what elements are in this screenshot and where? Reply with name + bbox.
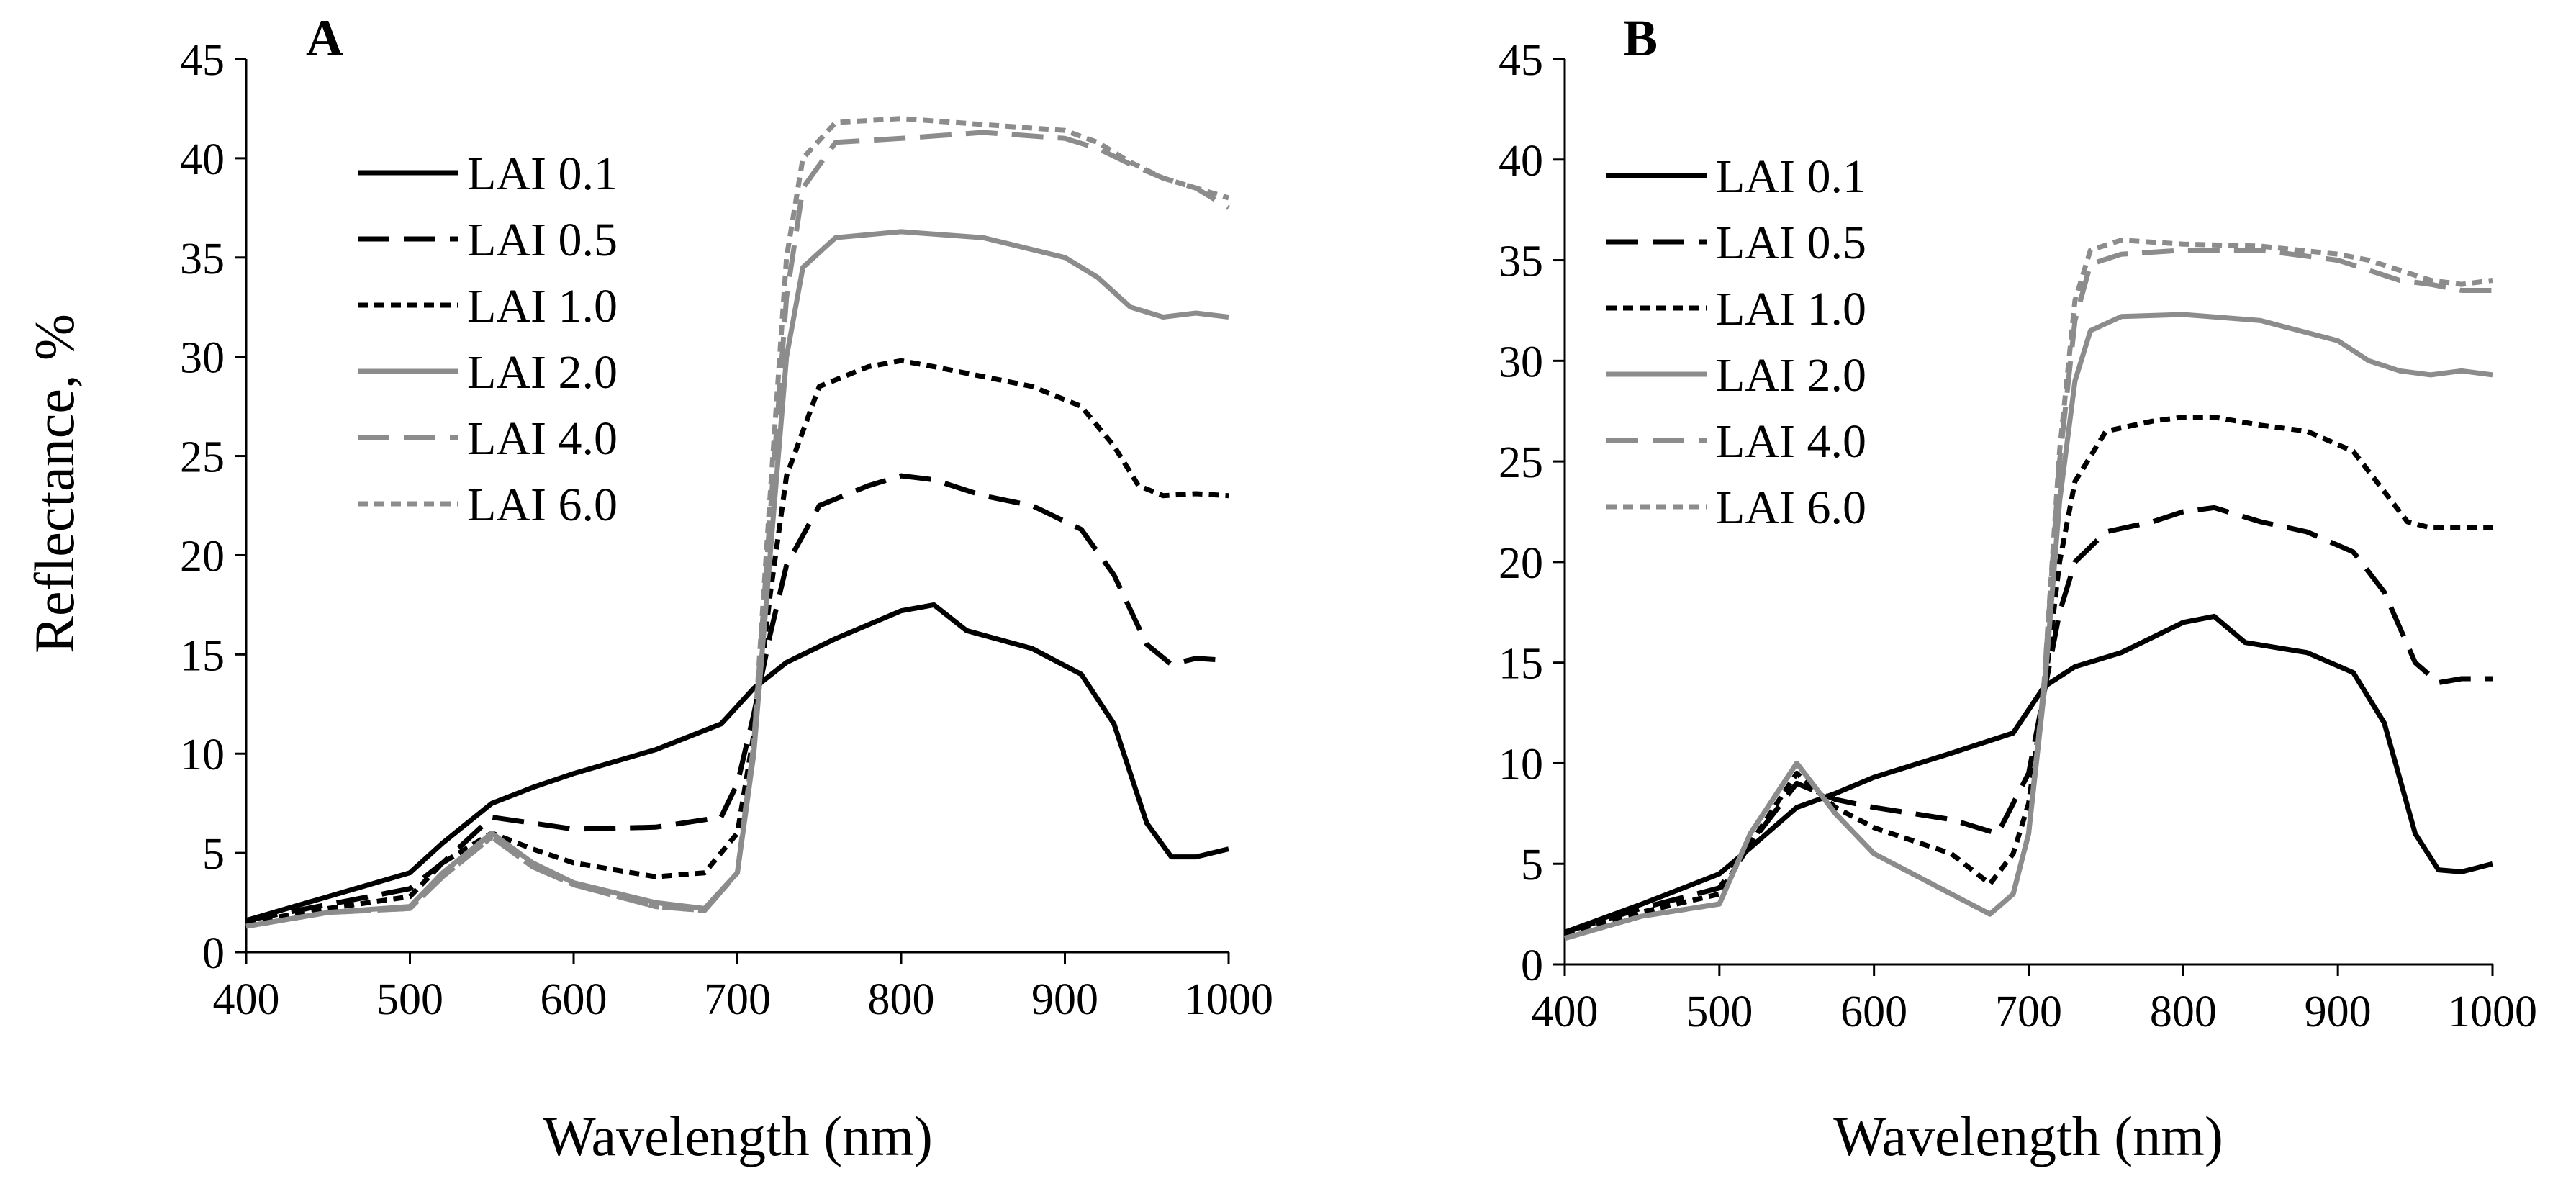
y-tick-label: 0 <box>1521 941 1543 990</box>
x-tick-label: 800 <box>868 975 935 1024</box>
x-tick-label: 700 <box>704 975 771 1024</box>
panel-a-label: A <box>306 9 343 67</box>
y-tick-label: 30 <box>1499 338 1543 386</box>
panel-a-ticks: 0 5 10 15 20 25 30 35 40 45 400 500 600 700 800 900 1000 <box>180 36 1273 1024</box>
panel-a-x-axis-title: Wavelength (nm) <box>543 1105 933 1167</box>
x-tick-label: 500 <box>1686 987 1753 1036</box>
x-tick-label: 800 <box>2150 987 2217 1036</box>
panel-b-series <box>1563 238 2493 941</box>
x-tick-label: 400 <box>1532 987 1599 1036</box>
series-line-lai-0-1 <box>245 602 1229 923</box>
panel-b-legend: LAI 0.1 LAI 0.5 LAI 1.0 LAI 2.0 LAI 4.0 LAI 6… <box>1606 150 1866 534</box>
y-tick-label: 45 <box>1499 36 1543 85</box>
x-tick-label: 400 <box>213 975 280 1024</box>
x-tick-label: 900 <box>2305 987 2372 1036</box>
y-tick-label: 15 <box>180 631 225 680</box>
panel-b: B 0 5 10 15 20 25 30 35 40 45 400 500 600 700 800 900 10… <box>1499 9 2537 1167</box>
panel-a-y-axis-title: Reflectance, % <box>23 314 86 653</box>
y-tick-label: 40 <box>1499 137 1543 186</box>
x-tick-label: 900 <box>1031 975 1098 1024</box>
legend-label: LAI 0.5 <box>467 214 618 266</box>
panel-a-series <box>245 116 1230 929</box>
panel-a-legend: LAI 0.1 LAI 0.5 LAI 1.0 LAI 2.0 LAI 4.0 LAI 6… <box>358 148 618 531</box>
y-tick-label: 5 <box>202 830 225 879</box>
y-tick-label: 20 <box>1499 539 1543 588</box>
legend-label: LAI 2.0 <box>467 346 618 399</box>
legend-label: LAI 0.5 <box>1716 217 1866 269</box>
x-tick-label: 500 <box>376 975 443 1024</box>
y-tick-label: 25 <box>180 433 225 482</box>
y-tick-label: 40 <box>180 135 225 184</box>
legend-label: LAI 0.1 <box>467 148 618 200</box>
x-tick-label: 1000 <box>2448 987 2537 1036</box>
series-line-lai-0-5 <box>1563 505 2493 935</box>
legend-label: LAI 1.0 <box>467 280 618 333</box>
x-tick-label: 600 <box>541 975 607 1024</box>
panel-b-ticks: 0 5 10 15 20 25 30 35 40 45 400 500 600 700 800 900 1000 <box>1499 36 2537 1036</box>
y-tick-label: 0 <box>202 929 225 978</box>
panel-a: A 0 5 10 15 20 25 30 35 40 45 400 500 600 700 800 900 10… <box>23 9 1273 1167</box>
y-tick-label: 35 <box>1499 238 1543 286</box>
y-tick-label: 10 <box>180 731 225 779</box>
series-line-lai-6-0 <box>245 116 1230 929</box>
y-tick-label: 45 <box>180 36 225 85</box>
legend-label: LAI 4.0 <box>467 412 618 465</box>
panel-b-x-axis-title: Wavelength (nm) <box>1833 1105 2223 1167</box>
legend-label: LAI 6.0 <box>467 479 618 531</box>
legend-label: LAI 0.1 <box>1716 150 1866 203</box>
series-line-lai-2-0 <box>1564 312 2493 941</box>
series-line-lai-0-5 <box>245 473 1229 923</box>
y-tick-label: 25 <box>1499 438 1543 487</box>
legend-label: LAI 6.0 <box>1716 481 1866 534</box>
series-line-lai-2-0 <box>245 229 1229 929</box>
legend-label: LAI 1.0 <box>1716 283 1866 335</box>
series-line-lai-6-0 <box>1564 238 2493 941</box>
series-line-lai-1-0 <box>245 358 1229 926</box>
panel-b-label: B <box>1623 9 1658 67</box>
y-tick-label: 20 <box>180 532 225 581</box>
legend-label: LAI 2.0 <box>1716 349 1866 402</box>
series-line-lai-1-0 <box>1564 415 2493 937</box>
y-tick-label: 30 <box>180 334 225 383</box>
x-tick-label: 600 <box>1840 987 1907 1036</box>
series-line-lai-0-1 <box>1563 613 2493 935</box>
legend-label: LAI 4.0 <box>1716 415 1866 468</box>
y-tick-label: 15 <box>1499 640 1543 689</box>
y-tick-label: 5 <box>1521 841 1543 890</box>
x-tick-label: 700 <box>1995 987 2062 1036</box>
y-tick-label: 35 <box>180 235 225 284</box>
x-tick-label: 1000 <box>1184 975 1273 1024</box>
y-tick-label: 10 <box>1499 740 1543 789</box>
